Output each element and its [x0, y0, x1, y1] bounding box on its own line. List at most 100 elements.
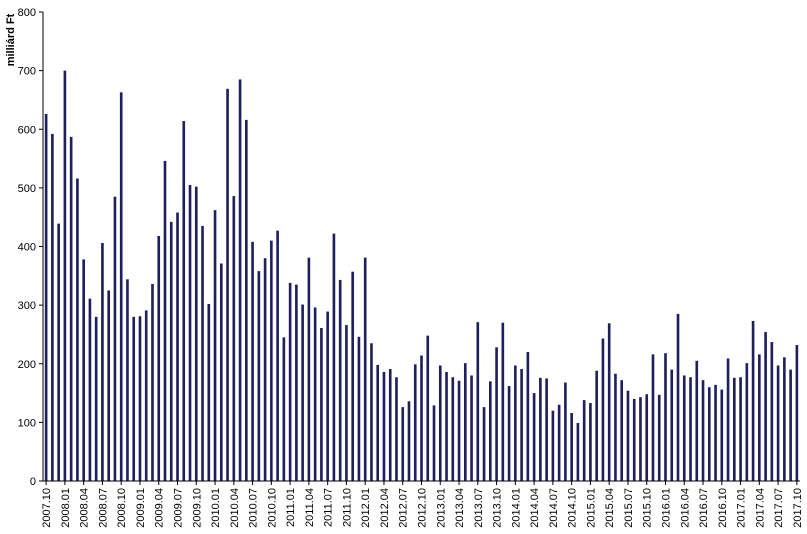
bar — [320, 327, 323, 481]
bar — [463, 363, 467, 481]
bar — [188, 184, 192, 481]
x-tick-label: 2012.07 — [398, 488, 410, 528]
bar — [251, 241, 254, 481]
bar — [501, 322, 505, 481]
x-tick-label: 2013.07 — [473, 488, 485, 528]
bar — [514, 365, 517, 481]
y-tick-label: 200 — [18, 359, 36, 371]
bar — [432, 405, 436, 481]
x-tick-label: 2009.01 — [135, 488, 147, 528]
bar — [126, 279, 129, 481]
x-tick-label: 2008.07 — [97, 488, 109, 528]
y-tick-label: 700 — [18, 66, 36, 78]
bar — [176, 212, 179, 481]
x-tick-label: 2011.04 — [304, 488, 316, 527]
bar — [313, 307, 317, 481]
bar — [226, 88, 229, 482]
bar — [388, 369, 392, 481]
bar — [151, 284, 154, 481]
x-tick-label: 2009.04 — [154, 488, 166, 528]
bar — [194, 186, 198, 481]
bar — [413, 364, 417, 481]
bar — [438, 365, 442, 481]
bar — [720, 389, 724, 481]
bar — [282, 337, 286, 481]
bar — [326, 311, 329, 481]
bar — [482, 407, 486, 481]
bar — [451, 377, 455, 481]
bar — [232, 196, 236, 481]
bar — [620, 380, 624, 481]
bar — [307, 257, 311, 481]
bar — [201, 225, 204, 481]
bar — [626, 390, 630, 481]
bar — [714, 384, 717, 481]
bar — [257, 271, 261, 481]
x-tick-label: 2014.07 — [548, 488, 560, 528]
bar — [589, 403, 592, 481]
x-tick-label: 2017.10 — [792, 488, 804, 528]
x-tick-label: 2012.10 — [417, 488, 429, 528]
bar — [182, 121, 186, 481]
bar — [357, 336, 361, 481]
x-tick-label: 2014.04 — [529, 488, 541, 528]
x-tick-label: 2011.10 — [341, 488, 353, 527]
bar — [539, 377, 542, 481]
bar — [664, 353, 667, 481]
bar — [532, 393, 536, 481]
x-tick-label: 2015.10 — [642, 488, 654, 528]
y-tick-label: 0 — [30, 476, 36, 488]
x-tick-label: 2008.01 — [60, 488, 72, 528]
x-tick-label: 2009.10 — [191, 488, 203, 528]
y-tick-label: 400 — [18, 242, 36, 254]
bar — [576, 422, 580, 481]
bar — [582, 400, 586, 481]
bar — [94, 316, 98, 481]
bar — [551, 410, 555, 481]
y-tick-label: 100 — [18, 417, 36, 429]
x-tick-label: 2011.07 — [323, 488, 335, 527]
bar — [169, 221, 173, 481]
x-tick-label: 2015.01 — [585, 488, 597, 528]
x-tick-label: 2017.07 — [773, 488, 785, 528]
bar — [457, 380, 461, 481]
bar — [764, 332, 767, 481]
bar — [207, 303, 211, 481]
bar — [495, 347, 498, 481]
bar — [707, 387, 711, 481]
bar — [770, 342, 774, 481]
x-axis: 2007.10 2008.01 2008.04 2008.07 2008.10 2009.… — [41, 480, 804, 528]
x-tick-label: 2016.01 — [660, 488, 672, 528]
bar — [88, 298, 92, 481]
x-tick-label: 2008.04 — [79, 488, 91, 528]
bar — [545, 378, 548, 481]
bar — [295, 284, 298, 481]
bar — [795, 344, 799, 481]
x-tick-label: 2012.04 — [379, 488, 391, 528]
bar — [507, 386, 511, 481]
bar — [776, 365, 780, 481]
x-tick-label: 2016.10 — [717, 488, 729, 528]
x-tick-label: 2011.01 — [285, 488, 297, 527]
x-tick-label: 2013.10 — [492, 488, 504, 528]
bar — [370, 343, 373, 481]
bar — [751, 320, 755, 481]
y-tick-label: 600 — [18, 124, 36, 136]
bar — [739, 377, 742, 481]
x-tick-label: 2014.01 — [510, 488, 522, 528]
bar — [376, 364, 380, 481]
y-tick-label: 800 — [18, 7, 36, 19]
bar — [263, 258, 267, 481]
bar — [595, 370, 598, 481]
bar — [695, 360, 699, 481]
y-tick-label: 300 — [18, 300, 36, 312]
bar — [276, 230, 279, 481]
bar — [107, 290, 111, 481]
bar — [63, 70, 67, 482]
bar — [689, 377, 692, 481]
y-tick-label: 500 — [18, 183, 36, 195]
bar — [564, 382, 567, 481]
bar — [601, 338, 605, 481]
bar — [607, 323, 611, 481]
